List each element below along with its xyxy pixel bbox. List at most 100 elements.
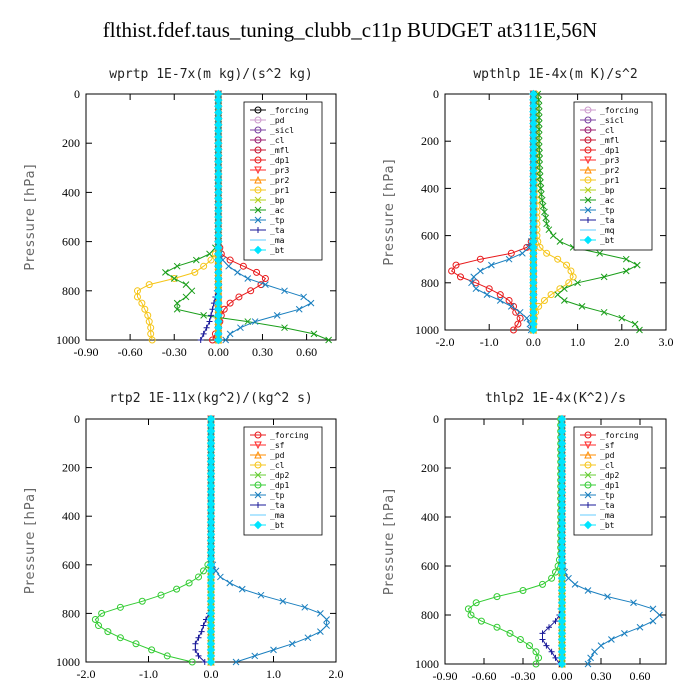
data-point	[206, 463, 216, 472]
data-point	[206, 451, 216, 460]
x-tick-label: -2.0	[77, 667, 96, 681]
legend-marker	[254, 196, 262, 204]
data-point	[185, 579, 193, 587]
data-point	[557, 457, 567, 467]
data-point	[262, 281, 269, 289]
legend-marker	[254, 441, 262, 450]
y-axis-label: Pressure [hPa]	[382, 488, 397, 595]
data-point	[565, 574, 572, 582]
data-point	[214, 323, 223, 332]
data-point	[584, 660, 592, 668]
data-point	[148, 646, 156, 654]
data-point	[217, 573, 224, 581]
data-point	[540, 297, 548, 304]
data-point	[538, 190, 545, 198]
data-point	[141, 305, 149, 313]
data-point	[214, 329, 223, 339]
data-point	[557, 525, 567, 534]
data-point	[548, 648, 555, 655]
data-point	[98, 609, 106, 617]
plot-frame	[85, 93, 337, 341]
data-point	[557, 635, 567, 644]
data-point	[560, 297, 568, 304]
data-point	[557, 610, 567, 620]
data-point	[237, 324, 244, 332]
data-point	[529, 319, 538, 329]
data-point	[514, 320, 522, 328]
legend-marker	[255, 502, 261, 508]
legend-label: _forcing	[600, 431, 639, 440]
data-point	[543, 249, 551, 257]
data-point	[206, 439, 216, 448]
data-point	[214, 157, 223, 166]
data-point	[529, 254, 538, 264]
data-point	[173, 585, 181, 593]
legend-label: _ta	[600, 216, 615, 225]
data-point	[532, 648, 540, 656]
data-point	[536, 161, 543, 169]
legend-marker	[584, 441, 592, 450]
data-point	[192, 646, 199, 653]
data-point	[554, 291, 562, 298]
data-point	[188, 658, 196, 666]
y-tick-label: 200	[62, 136, 80, 150]
legend-marker	[254, 206, 262, 214]
legend-label: _tp	[600, 491, 615, 500]
data-point	[261, 275, 269, 282]
data-point	[565, 279, 573, 287]
data-point	[557, 629, 567, 638]
legend-marker	[584, 471, 592, 479]
legend-label: _sicl	[600, 116, 624, 125]
y-tick-label: 200	[421, 461, 439, 475]
data-point	[597, 642, 605, 649]
legend-marker	[584, 450, 592, 459]
legend-label: _pr3	[270, 166, 289, 175]
data-point	[549, 232, 557, 239]
data-point	[173, 305, 181, 313]
data-point	[529, 313, 538, 323]
data-point	[557, 555, 567, 565]
data-point	[578, 303, 586, 310]
series-dp1	[91, 415, 215, 666]
data-point	[622, 255, 630, 263]
data-point	[587, 654, 594, 662]
legend-label: _ta	[270, 226, 285, 235]
data-point	[226, 330, 234, 338]
y-tick-label: 600	[421, 229, 439, 243]
data-point	[468, 279, 475, 287]
legend-marker	[584, 156, 592, 165]
data-point	[317, 610, 324, 617]
data-point	[557, 653, 567, 663]
x-tick-label: 0.30	[252, 345, 273, 359]
data-point	[206, 420, 216, 430]
data-point	[557, 574, 567, 583]
data-point	[104, 628, 112, 636]
legend-marker	[583, 520, 593, 530]
data-point	[545, 226, 553, 234]
legend-marker	[255, 227, 261, 233]
data-point	[557, 494, 567, 503]
data-point	[195, 634, 202, 641]
data-point	[529, 284, 538, 293]
legend-label: _forcing	[270, 431, 309, 440]
legend-label: _ac	[600, 196, 615, 205]
data-point	[235, 293, 243, 301]
series-bt	[557, 414, 567, 669]
x-tick-label: 0.0	[204, 667, 219, 681]
panel-title: wprtp 1E-7x(m kg)/(s^2 kg)	[109, 67, 313, 82]
legend-label: _dp1	[600, 481, 619, 490]
legend-marker	[584, 196, 592, 204]
data-point	[214, 95, 223, 105]
data-point	[516, 636, 524, 643]
legend-label: _bt	[270, 246, 285, 255]
data-point	[557, 604, 567, 614]
data-point	[557, 463, 567, 473]
data-point	[529, 260, 538, 270]
data-point	[505, 255, 513, 263]
data-point	[470, 273, 478, 281]
data-point	[556, 238, 564, 245]
data-point	[529, 272, 538, 282]
data-point	[247, 287, 255, 295]
legend-label: _bt	[600, 521, 615, 530]
data-point	[214, 138, 223, 148]
